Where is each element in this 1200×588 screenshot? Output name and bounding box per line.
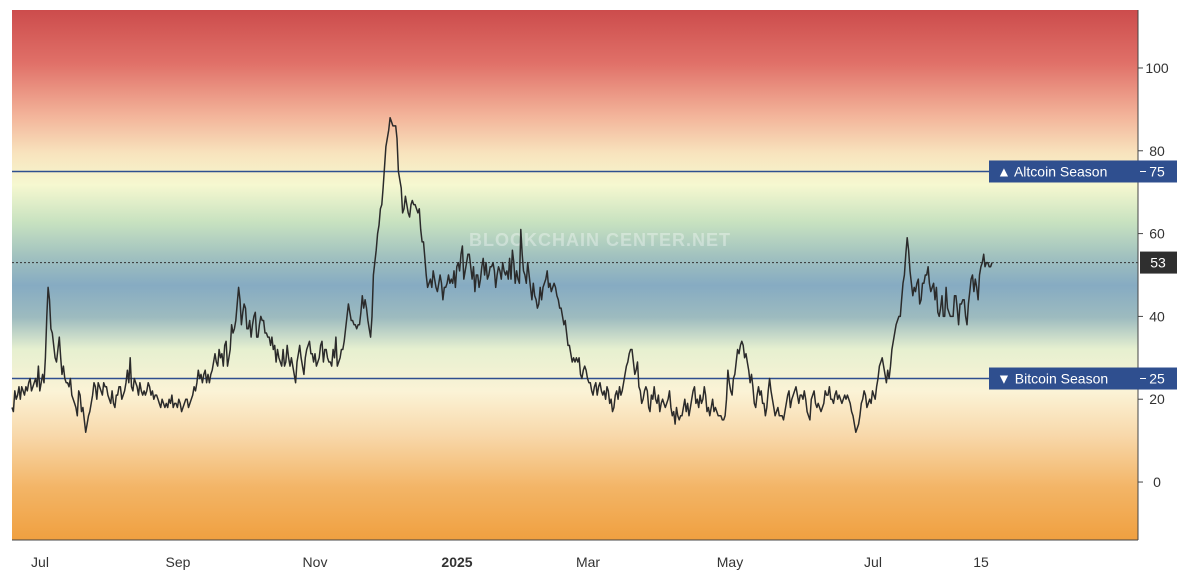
watermark: BLOCKCHAIN CENTER.NET — [469, 230, 731, 250]
x-tick-label: Mar — [576, 554, 600, 570]
plot-background — [12, 10, 1138, 540]
label-box — [989, 367, 1177, 390]
threshold-labels: ▲ Altcoin Season 75 ▼ Bitcoin Season 25 53 — [989, 160, 1177, 390]
y-tick-label: 0 — [1153, 474, 1161, 490]
current-value-badge: 53 — [1140, 251, 1177, 274]
x-tick-label: Jul — [31, 554, 49, 570]
series-layer — [11, 116, 993, 434]
y-tick-label: 60 — [1149, 226, 1165, 242]
altcoin-season-label: ▲ Altcoin Season 75 — [989, 160, 1177, 183]
threshold-label-text: ▼ Bitcoin Season — [997, 371, 1108, 387]
current-value-text: 53 — [1150, 255, 1166, 271]
threshold-value-text: 25 — [1149, 371, 1165, 387]
y-tick-label: 100 — [1145, 60, 1169, 76]
current-value-box — [1140, 251, 1177, 274]
watermark-text: BLOCKCHAIN CENTER.NET — [469, 230, 731, 250]
x-tick-label: 15 — [973, 554, 989, 570]
x-tick-label: Sep — [166, 554, 191, 570]
label-box — [989, 160, 1177, 183]
y-axis-ticks: 0 20 40 60 80 100 — [1138, 60, 1169, 490]
threshold-value-text: 75 — [1149, 163, 1165, 179]
bitcoin-season-label: ▼ Bitcoin Season 25 — [989, 367, 1177, 390]
threshold-label-text: ▲ Altcoin Season — [997, 163, 1107, 179]
x-tick-label: Nov — [303, 554, 328, 570]
x-tick-label: May — [717, 554, 743, 570]
x-axis-ticks: Jul Sep Nov 2025 Mar May Jul 15 — [31, 554, 989, 570]
y-tick-label: 40 — [1149, 308, 1165, 324]
series-line — [11, 116, 993, 434]
y-tick-label: 80 — [1149, 143, 1165, 159]
x-tick-label: 2025 — [441, 554, 472, 570]
y-tick-label: 20 — [1149, 391, 1165, 407]
x-tick-label: Jul — [864, 554, 882, 570]
